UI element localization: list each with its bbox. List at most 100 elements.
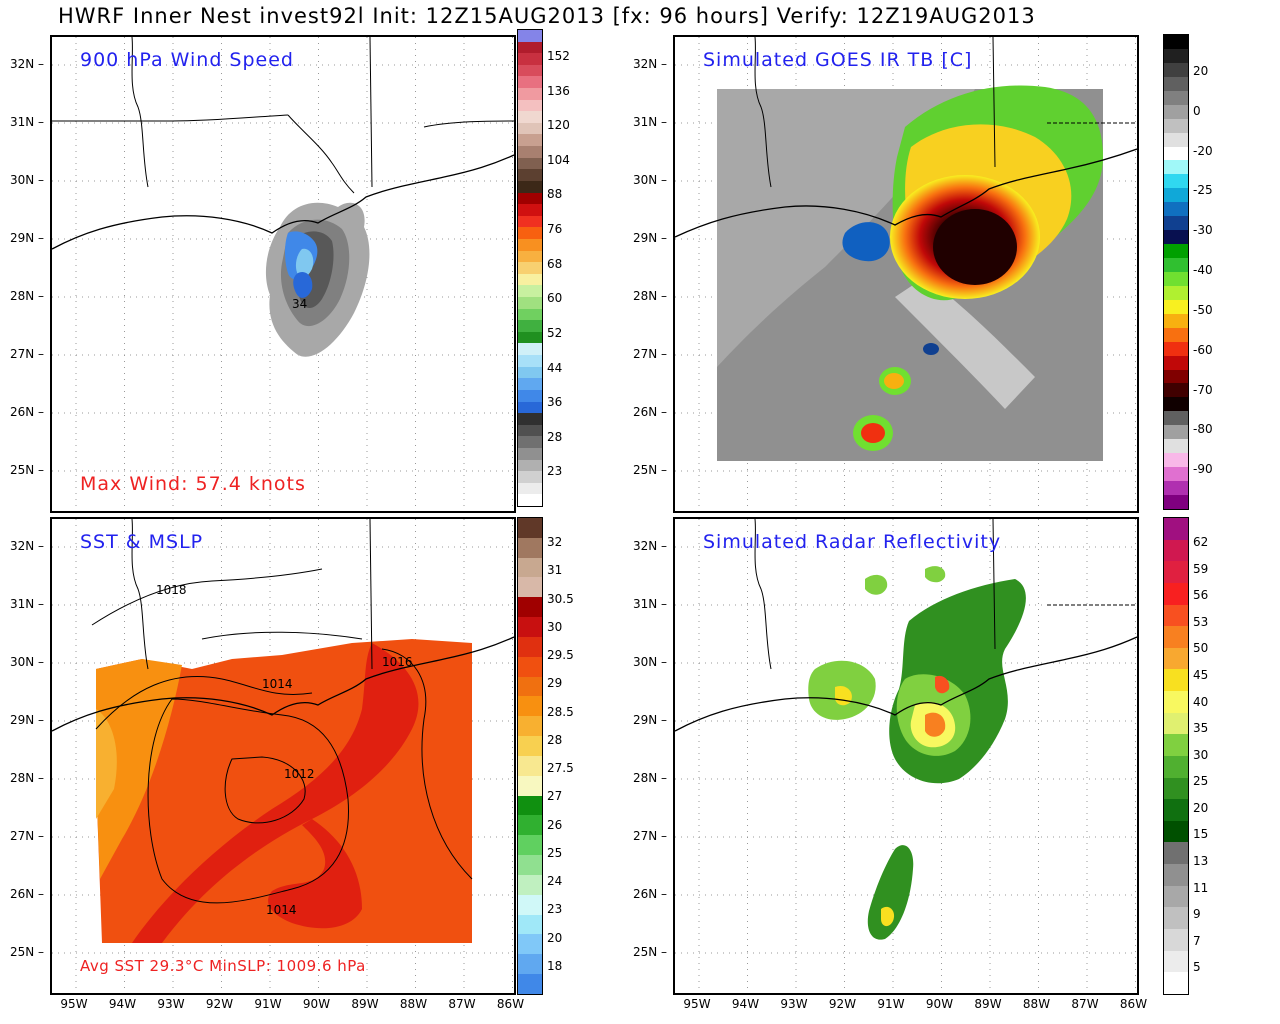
colorbar-segment — [1164, 132, 1188, 147]
colorbar-segment — [518, 146, 542, 158]
colorbar-label: 45 — [1193, 667, 1209, 682]
colorbar-segment — [1164, 62, 1188, 77]
wind-speed-map — [52, 37, 514, 511]
sst-colorbar — [517, 517, 543, 995]
wind-colorbar — [517, 29, 543, 507]
lat-label: 27N – — [9, 829, 44, 843]
colorbar-label: 13 — [1193, 854, 1209, 869]
panel-title: Simulated Radar Reflectivity — [703, 531, 1002, 553]
lon-label: 91W — [877, 997, 905, 1011]
colorbar-label: 120 — [547, 118, 570, 133]
radar-panel: Simulated Radar Reflectivity — [673, 517, 1139, 995]
colorbar-segment — [518, 227, 542, 239]
colorbar-segment — [518, 157, 542, 170]
colorbar-segment — [518, 355, 542, 367]
colorbar-segment — [1164, 481, 1188, 495]
colorbar-segment — [518, 815, 542, 836]
lon-label: 90W — [925, 997, 954, 1011]
colorbar-segment — [518, 169, 542, 181]
colorbar-label: 25 — [547, 845, 563, 860]
colorbar-label: 32 — [547, 535, 563, 549]
colorbar-segment — [518, 122, 542, 135]
colorbar-segment — [1164, 104, 1188, 119]
lon-label: 87W — [448, 997, 476, 1011]
colorbar-segment — [518, 88, 542, 100]
colorbar-segment — [518, 180, 542, 193]
colorbar-segment — [1164, 928, 1188, 951]
colorbar-segment — [518, 755, 542, 776]
lat-label: 25N – — [9, 945, 44, 959]
colorbar-segment — [518, 53, 542, 65]
colorbar-segment — [1164, 439, 1188, 454]
lon-label: 86W — [1119, 997, 1148, 1011]
lat-label: 30N – — [632, 655, 667, 669]
colorbar-segment — [518, 676, 542, 697]
colorbar-label: 25 — [1193, 774, 1209, 789]
colorbar-label: 62 — [1193, 535, 1209, 549]
colorbar-segment — [518, 64, 542, 77]
colorbar-segment — [1164, 397, 1188, 412]
colorbar-segment — [1164, 494, 1188, 509]
colorbar-segment — [1164, 202, 1188, 217]
lat-label: 31N – — [632, 115, 667, 129]
colorbar-segment — [518, 262, 542, 274]
colorbar-label: 20 — [547, 930, 563, 945]
colorbar-segment — [518, 537, 542, 558]
lat-label: 31N – — [9, 115, 44, 129]
colorbar-label: -40 — [1193, 263, 1213, 278]
colorbar-label: 76 — [547, 222, 563, 237]
colorbar-label: -70 — [1193, 382, 1213, 397]
colorbar-segment — [518, 320, 542, 332]
colorbar-segment — [518, 934, 542, 955]
lat-label: 27N – — [632, 829, 667, 843]
colorbar-segment — [1164, 48, 1188, 63]
isobar-label-1018: 1018 — [156, 583, 187, 597]
colorbar-label: 35 — [1193, 721, 1209, 736]
colorbar-segment — [518, 204, 542, 216]
colorbar-segment — [518, 974, 542, 994]
colorbar-segment — [1164, 626, 1188, 648]
colorbar-segment — [1164, 299, 1188, 314]
wind-speed-panel: 900 hPa Wind Speed Max Wind: 57.4 knots … — [50, 35, 516, 513]
colorbar-segment — [518, 308, 542, 321]
lon-label: 92W — [205, 997, 234, 1011]
lat-label: 31N – — [632, 597, 667, 611]
radar-colorbar — [1163, 517, 1189, 995]
colorbar-segment — [518, 795, 542, 816]
lat-label: 32N – — [9, 57, 44, 71]
colorbar-segment — [1164, 369, 1188, 384]
colorbar-segment — [1164, 341, 1188, 356]
colorbar-label: -80 — [1193, 422, 1213, 437]
lat-label: 28N – — [632, 289, 667, 303]
colorbar-segment — [1164, 230, 1188, 245]
lat-label: 27N – — [632, 347, 667, 361]
colorbar-segment — [518, 597, 542, 618]
colorbar-segment — [518, 343, 542, 356]
ir-colorbar — [1163, 34, 1189, 510]
colorbar-segment — [518, 238, 542, 251]
colorbar-segment — [518, 413, 542, 425]
lat-label: 26N – — [9, 405, 44, 419]
colorbar-label: -50 — [1193, 302, 1213, 317]
colorbar-segment — [518, 378, 542, 390]
colorbar-segment — [1164, 313, 1188, 328]
colorbar-label: 44 — [547, 360, 563, 375]
lat-label: 29N – — [9, 231, 44, 245]
lat-label: 29N – — [9, 713, 44, 727]
colorbar-segment — [518, 482, 542, 495]
lat-label: 30N – — [632, 173, 667, 187]
colorbar-segment — [518, 297, 542, 309]
lat-label: 25N – — [632, 463, 667, 477]
lat-label: 29N – — [632, 713, 667, 727]
colorbar-segment — [518, 192, 542, 205]
colorbar-segment — [518, 41, 542, 54]
colorbar-segment — [1164, 188, 1188, 203]
colorbar-segment — [1164, 258, 1188, 272]
colorbar-segment — [1164, 518, 1188, 540]
colorbar-label: 52 — [547, 325, 563, 340]
colorbar-segment — [518, 716, 542, 737]
colorbar-segment — [1164, 327, 1188, 342]
colorbar-segment — [518, 331, 542, 344]
lon-label: 88W — [1022, 997, 1051, 1011]
lat-label: 32N – — [632, 57, 667, 71]
